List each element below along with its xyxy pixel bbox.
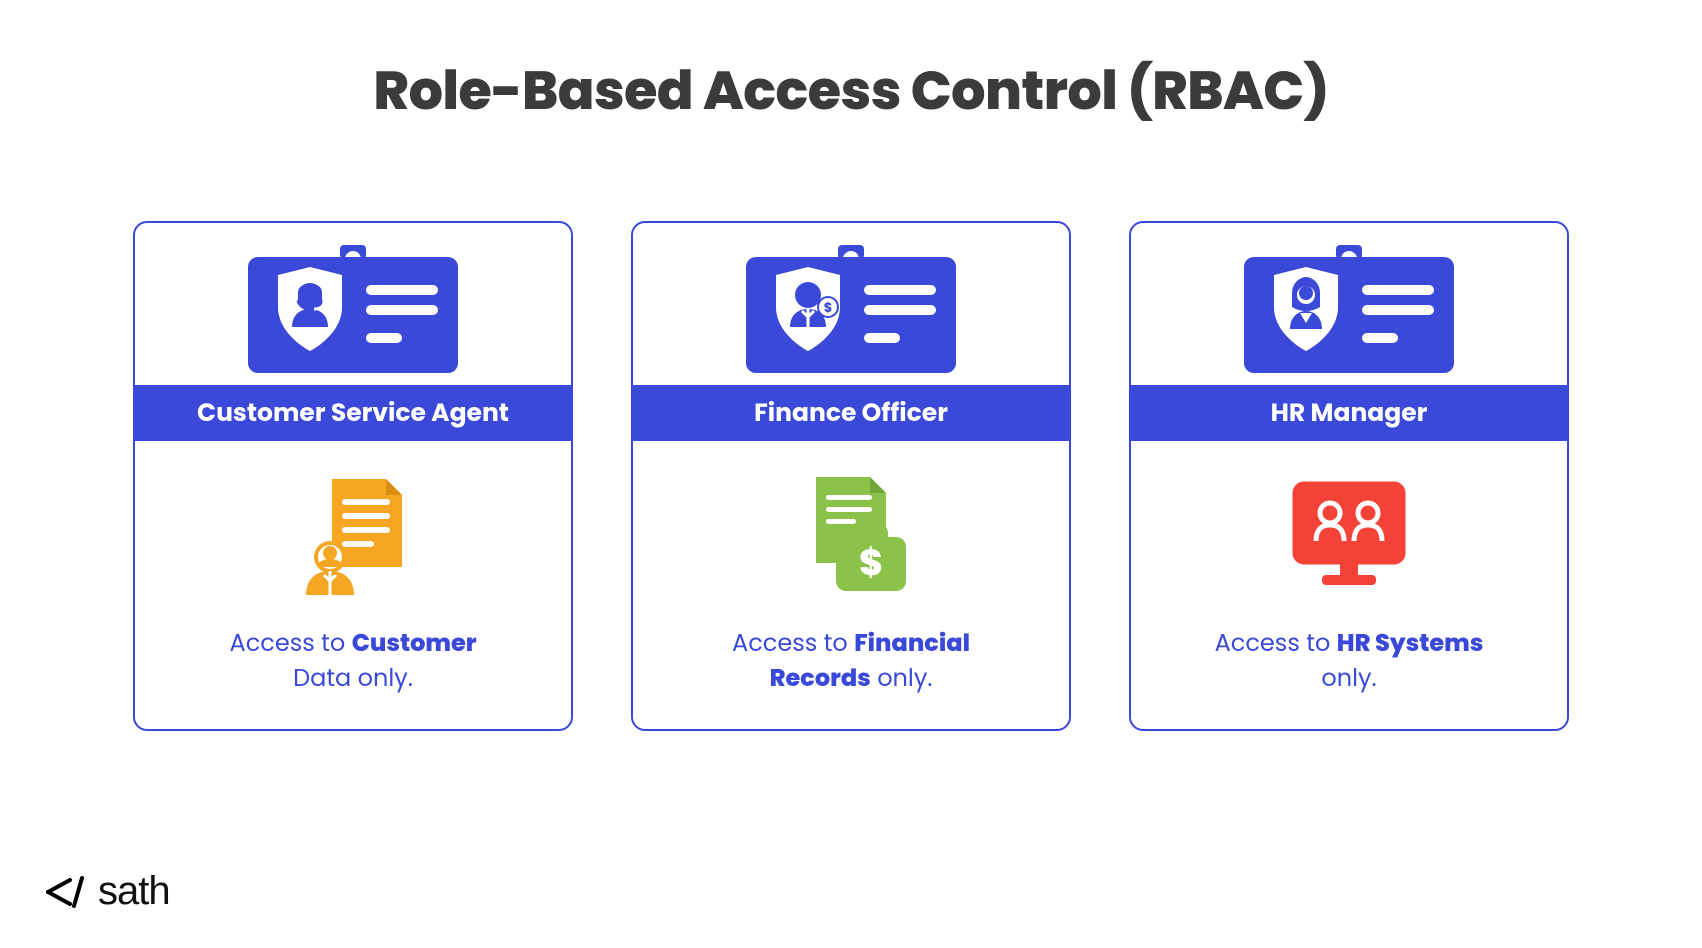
role-card-finance-officer: $ Finance Officer: [631, 221, 1071, 731]
customer-data-icon: [288, 471, 418, 601]
id-badge-icon: $: [746, 245, 956, 373]
role-label: Customer Service Agent: [197, 394, 509, 432]
id-badge-icon: [1244, 245, 1454, 373]
access-suffix: only.: [1321, 662, 1376, 695]
brand-name: sath: [98, 869, 170, 914]
brand-logo: sath: [44, 869, 170, 914]
access-bold: Customer: [352, 627, 477, 660]
badge-wrap: $: [746, 223, 956, 385]
role-label-bar: Customer Service Agent: [135, 385, 571, 441]
role-label-bar: Finance Officer: [633, 385, 1069, 441]
svg-text:$: $: [824, 298, 833, 317]
card-body: Access to Customer Data only.: [135, 441, 571, 729]
role-card-hr-manager: HR Manager: [1129, 221, 1569, 731]
id-badge-icon: [248, 245, 458, 373]
badge-wrap: [248, 223, 458, 385]
badge-wrap: [1244, 223, 1454, 385]
page-title: Role-Based Access Control (RBAC): [0, 50, 1702, 131]
access-description: Access to Customer Data only.: [203, 627, 503, 697]
access-prefix: Access to: [732, 627, 854, 660]
cards-row: Customer Service Agent: [0, 221, 1702, 731]
svg-text:$: $: [859, 537, 883, 588]
role-label-bar: HR Manager: [1131, 385, 1567, 441]
hr-systems-icon: [1284, 471, 1414, 601]
access-description: Access to HR Systems only.: [1199, 627, 1499, 697]
role-label: HR Manager: [1271, 394, 1428, 432]
access-suffix: Data only.: [293, 662, 413, 695]
infographic-page: Role-Based Access Control (RBAC): [0, 0, 1702, 948]
card-body: Access to HR Systems only.: [1131, 441, 1567, 729]
access-suffix: only.: [871, 662, 933, 695]
card-body: $ Access to Financial Records only.: [633, 441, 1069, 729]
access-prefix: Access to: [230, 627, 352, 660]
role-card-customer-service: Customer Service Agent: [133, 221, 573, 731]
access-prefix: Access to: [1215, 627, 1337, 660]
access-description: Access to Financial Records only.: [701, 627, 1001, 697]
role-label: Finance Officer: [754, 394, 948, 432]
access-bold: HR Systems: [1337, 627, 1484, 660]
sath-logo-icon: [44, 872, 92, 912]
financial-records-icon: $: [786, 471, 916, 601]
